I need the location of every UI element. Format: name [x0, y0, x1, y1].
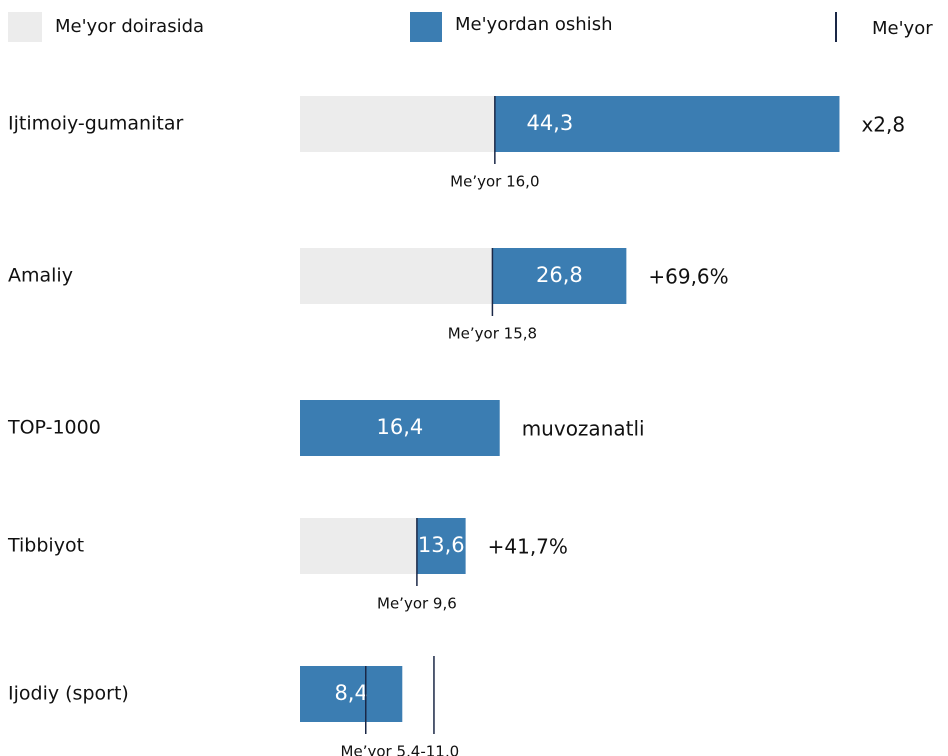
value-label: 13,6: [418, 533, 465, 557]
value-label: 8,4: [334, 681, 367, 705]
category-label: Ijtimoiy-gumanitar: [8, 113, 183, 135]
legend-label: Me'yor: [872, 18, 933, 39]
legend-label: Me'yor doirasida: [55, 16, 204, 37]
bar-within-norm: [300, 248, 493, 304]
bar-excess: [416, 518, 466, 574]
category-label: Amaliy: [8, 265, 73, 287]
bar-within-norm: [300, 518, 417, 574]
bar-excess: [494, 96, 840, 152]
annotation: +69,6%: [648, 265, 728, 289]
legend-label: Me'yordan oshish: [455, 14, 612, 35]
norm-label: Me’yor 9,6: [377, 595, 457, 613]
legend-swatch: [410, 12, 442, 42]
value-label: 44,3: [526, 111, 573, 135]
norm-label: Me’yor 5,4-11,0: [341, 743, 460, 756]
norm-label: Me’yor 16,0: [450, 173, 539, 191]
value-label: 16,4: [376, 415, 423, 439]
bar-excess: [492, 248, 627, 304]
category-label: TOP-1000: [7, 417, 101, 439]
bar-excess: [300, 400, 500, 456]
legend-swatch: [8, 12, 42, 42]
category-label: Ijodiy (sport): [8, 683, 129, 705]
bar-within-norm: [300, 96, 495, 152]
value-label: 26,8: [536, 263, 583, 287]
annotation: x2,8: [861, 113, 905, 137]
annotation: +41,7%: [488, 535, 568, 559]
category-label: Tibbiyot: [7, 535, 84, 557]
bar-excess: [300, 666, 403, 722]
norm-label: Me’yor 15,8: [448, 325, 537, 343]
annotation: muvozanatli: [522, 417, 645, 441]
